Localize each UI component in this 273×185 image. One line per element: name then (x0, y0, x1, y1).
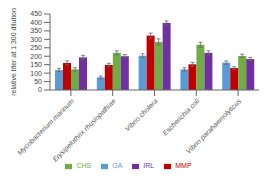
svg-text:400: 400 (30, 19, 42, 26)
svg-text:Vibrio parahaemolyticus: Vibrio parahaemolyticus (185, 97, 244, 156)
html-text:GA: GA (112, 162, 123, 169)
svg-text:100: 100 (30, 70, 42, 77)
svg-text:450: 450 (30, 10, 42, 17)
html-text:CHS: CHS (76, 162, 92, 169)
svg-text:Escherichia coli: Escherichia coli (161, 97, 201, 137)
svg-text:150: 150 (30, 61, 42, 68)
html-text:MMP: MMP (175, 162, 192, 169)
svg-text:Mycobacterium marinum: Mycobacterium marinum (16, 97, 76, 157)
svg-text:50: 50 (34, 78, 42, 85)
svg-text:350: 350 (30, 27, 42, 34)
svg-text:0: 0 (38, 86, 42, 93)
svg-text:200: 200 (30, 53, 42, 60)
html-text:IRL: IRL (143, 162, 155, 169)
svg-text:relative titer at 1:300 diluti: relative titer at 1:300 dilution (10, 8, 17, 96)
svg-text:Vibrio cholera: Vibrio cholera (124, 97, 159, 132)
svg-text:300: 300 (30, 36, 42, 43)
svg-text:Erysipelothrix rhusiopathiae: Erysipelothrix rhusiopathiae (51, 97, 118, 164)
svg-text:250: 250 (30, 44, 42, 51)
